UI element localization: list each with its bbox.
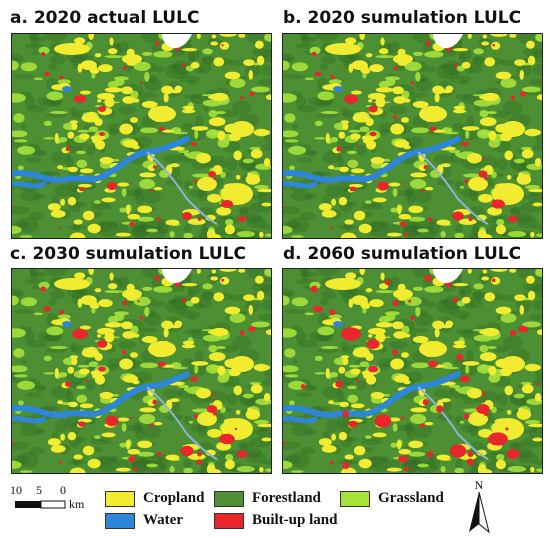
map-panel-b <box>282 33 543 239</box>
scale-tick-0: 0 <box>60 483 66 497</box>
map-panel-d <box>282 268 543 474</box>
legend-water: Water <box>105 512 183 529</box>
legend-label-builtup: Built-up land <box>252 512 338 528</box>
forestland-swatch <box>214 490 244 507</box>
cropland-swatch <box>105 490 135 507</box>
grassland-swatch <box>340 490 370 507</box>
panel-title-b: b. 2020 sumulation LULC <box>283 8 522 28</box>
legend-forestland: Forestland <box>214 490 321 507</box>
scale-bar-graphic <box>15 500 66 509</box>
builtup-swatch <box>214 512 244 529</box>
scale-unit: km <box>69 497 85 511</box>
scale-tick-5: 5 <box>36 483 42 497</box>
legend-builtup: Built-up land <box>214 512 337 529</box>
north-arrow: N <box>466 478 492 534</box>
water-swatch <box>105 512 135 529</box>
legend-grassland: Grassland <box>340 490 444 507</box>
map-panel-c <box>11 268 272 474</box>
legend-label-water: Water <box>143 512 183 528</box>
legend-label-forestland: Forestland <box>252 490 321 506</box>
panel-title-d: d. 2060 sumulation LULC <box>283 244 522 264</box>
map-panel-a <box>11 33 272 239</box>
north-arrow-icon <box>469 491 490 534</box>
scale-tick-10: 10 <box>10 483 22 497</box>
panel-title-a: a. 2020 actual LULC <box>10 8 200 28</box>
legend-cropland: Cropland <box>105 490 204 507</box>
panel-title-c: c. 2030 sumulation LULC <box>10 244 247 264</box>
legend-label-cropland: Cropland <box>143 490 205 506</box>
north-label: N <box>474 478 484 492</box>
legend-label-grassland: Grassland <box>378 490 444 506</box>
